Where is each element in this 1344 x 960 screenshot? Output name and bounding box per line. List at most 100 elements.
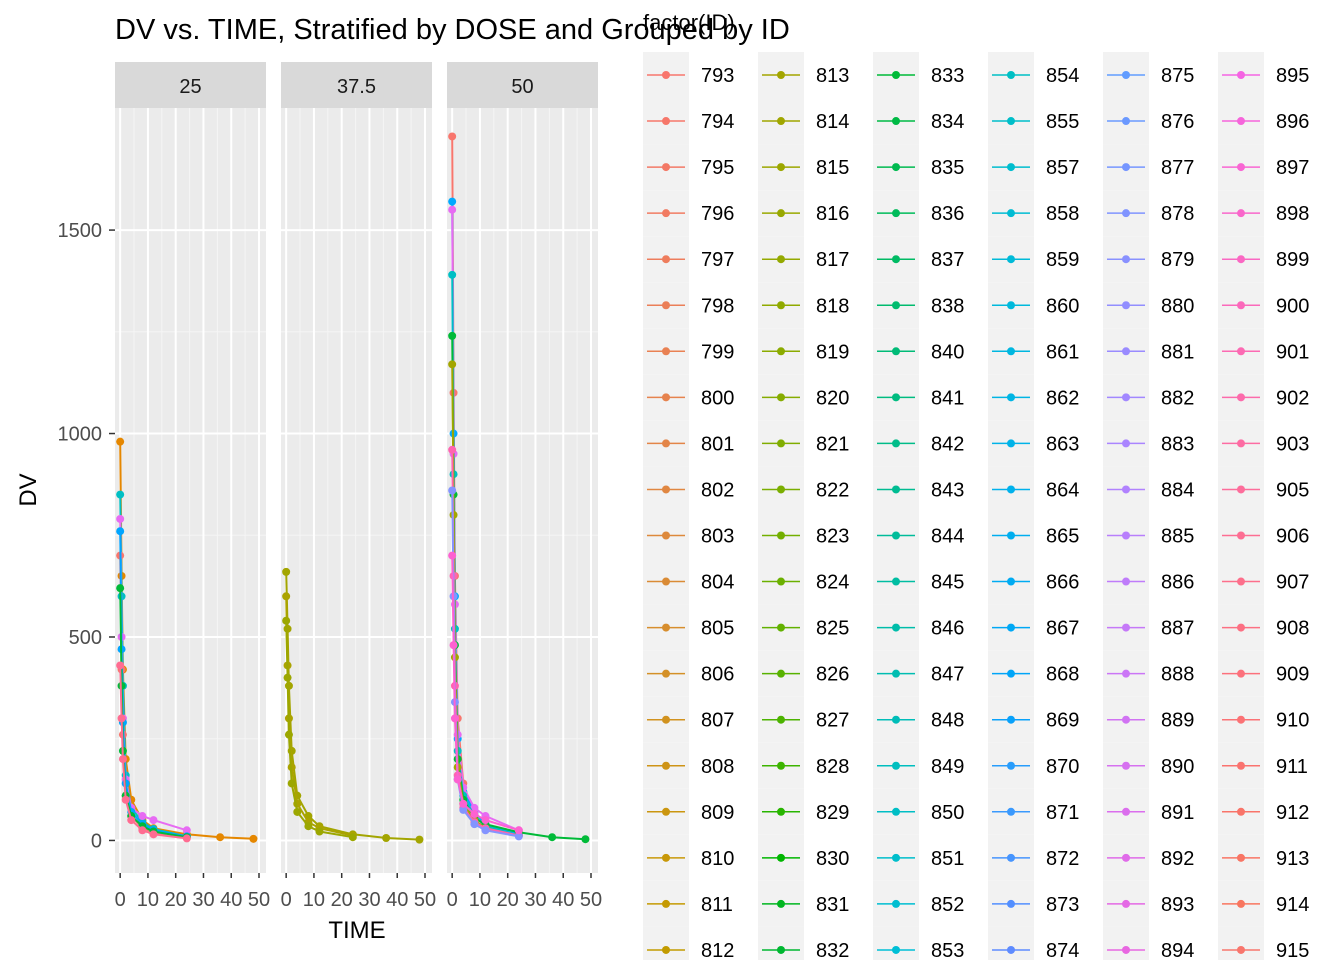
legend-key-point <box>892 163 900 172</box>
legend-key-background <box>988 926 1034 960</box>
legend-item: 825 <box>758 604 849 651</box>
legend-key-point <box>1007 715 1015 724</box>
legend-item: 873 <box>988 880 1079 927</box>
facet-strip-label: 50 <box>511 76 533 98</box>
legend-label: 828 <box>816 756 849 778</box>
legend-key-point <box>662 393 670 402</box>
legend-key-point <box>1122 255 1130 264</box>
legend-item: 804 <box>643 558 734 605</box>
legend-key-point <box>1237 393 1245 402</box>
legend-key-point <box>1007 945 1015 954</box>
legend-key-point <box>892 209 900 218</box>
legend-item: 881 <box>1103 328 1194 375</box>
legend-key-point <box>1237 669 1245 678</box>
data-point <box>249 834 258 843</box>
legend-key-point <box>662 669 670 678</box>
legend-item: 846 <box>873 604 964 651</box>
legend-label: 897 <box>1276 157 1309 179</box>
legend-key-point <box>777 531 785 540</box>
legend-item: 802 <box>643 466 734 513</box>
legend-item: 891 <box>1103 788 1194 835</box>
panel-background <box>447 108 598 873</box>
facet-panel-50: 500 10 20 30 40 50 <box>447 62 602 911</box>
legend-label: 796 <box>701 203 734 225</box>
data-point <box>449 641 458 650</box>
legend-key-point <box>1237 623 1245 632</box>
legend-item: 809 <box>643 788 734 835</box>
legend-label: 799 <box>701 341 734 363</box>
x-tick-label: 40 <box>386 889 408 911</box>
legend-item: 863 <box>988 420 1079 467</box>
legend-item: 861 <box>988 328 1079 375</box>
legend-label: 887 <box>1161 618 1194 640</box>
legend-label: 868 <box>1046 664 1079 686</box>
legend-item: 914 <box>1218 880 1309 927</box>
legend-key-point <box>1122 623 1130 632</box>
legend-label: 869 <box>1046 710 1079 732</box>
legend-label: 847 <box>931 664 964 686</box>
facet-strip <box>281 62 432 108</box>
legend-label: 863 <box>1046 433 1079 455</box>
legend-key-point <box>1007 71 1015 79</box>
legend-item: 849 <box>873 742 964 789</box>
legend-label: 914 <box>1276 894 1309 916</box>
legend-item: 815 <box>758 144 849 191</box>
legend-key-point <box>1007 393 1015 402</box>
legend-label: 846 <box>931 618 964 640</box>
legend-key-point <box>662 301 670 310</box>
legend-item: 898 <box>1218 190 1309 237</box>
legend-label: 896 <box>1276 111 1309 133</box>
legend-key-background <box>643 926 689 960</box>
legend-item: 908 <box>1218 604 1309 651</box>
legend-label: 858 <box>1046 203 1079 225</box>
legend-key-point <box>1007 761 1015 770</box>
legend-label: 857 <box>1046 157 1079 179</box>
legend-label: 875 <box>1161 65 1194 87</box>
legend-label: 859 <box>1046 249 1079 271</box>
legend-item: 854 <box>988 52 1079 98</box>
x-axis-title: TIME <box>328 917 385 944</box>
legend-key-point <box>662 715 670 724</box>
facet-strip <box>447 62 598 108</box>
legend-label: 809 <box>701 802 734 824</box>
legend-label: 879 <box>1161 249 1194 271</box>
legend-item: 808 <box>643 742 734 789</box>
legend-label: 826 <box>816 664 849 686</box>
legend-item: 876 <box>1103 98 1194 145</box>
legend-key-point <box>1007 899 1015 908</box>
legend-label: 870 <box>1046 756 1079 778</box>
legend-label: 824 <box>816 572 849 594</box>
legend-key-point <box>662 853 670 862</box>
legend-label: 889 <box>1161 710 1194 732</box>
legend-title: factor(ID) <box>643 10 735 35</box>
legend-label: 890 <box>1161 756 1194 778</box>
legend-item: 795 <box>643 144 734 191</box>
legend-label: 900 <box>1276 295 1309 317</box>
y-axis: 0 500 1000 1500 <box>58 220 115 852</box>
legend-label: 825 <box>816 618 849 640</box>
legend-key-point <box>1237 715 1245 724</box>
legend-key-point <box>662 117 670 126</box>
data-point <box>453 775 462 784</box>
legend-key-point <box>1007 347 1015 356</box>
legend-item: 888 <box>1103 650 1194 697</box>
legend-label: 840 <box>931 341 964 363</box>
legend-item: 820 <box>758 374 849 421</box>
legend-key-point <box>1237 531 1245 540</box>
legend-key-point <box>777 485 785 494</box>
legend-key-point <box>1007 117 1015 126</box>
legend-item: 833 <box>873 52 964 98</box>
data-point <box>304 822 313 831</box>
legend-key-point <box>777 945 785 954</box>
legend-label: 818 <box>816 295 849 317</box>
legend-item: 824 <box>758 558 849 605</box>
x-tick-label: 0 <box>447 889 458 911</box>
legend-item: 910 <box>1218 696 1309 743</box>
legend-item: 897 <box>1218 144 1309 191</box>
legend-item: 819 <box>758 328 849 375</box>
legend-item: 892 <box>1103 834 1194 881</box>
legend-label: 878 <box>1161 203 1194 225</box>
legend-item: 895 <box>1218 52 1309 98</box>
legend-item: 877 <box>1103 144 1194 191</box>
legend-item: 868 <box>988 650 1079 697</box>
